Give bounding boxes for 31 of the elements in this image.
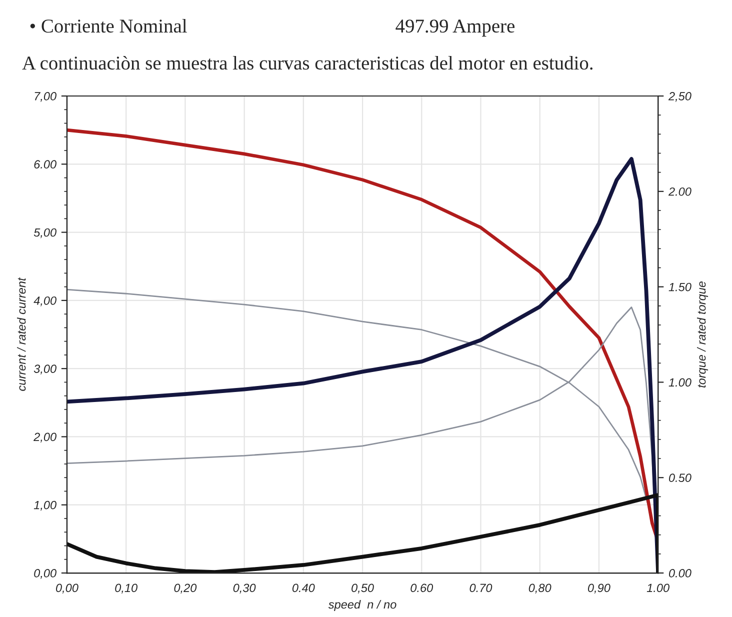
y2-axis-title: torque / rated torque: [697, 281, 708, 388]
y-axis-title: current / rated current: [17, 277, 26, 391]
x-tick-label: 1.00: [646, 584, 670, 592]
y2-tick-label: 2,50: [668, 92, 692, 102]
y-tick-label: 0,00: [34, 569, 56, 579]
y-tick-label: 6.00: [34, 160, 56, 169]
y2-tick-label: 1.00: [668, 378, 692, 387]
text: A continuaciòn se muestra las curvas caracteristicas del motor en estudio.: [22, 56, 592, 70]
y2-tick-label: 0.00: [668, 569, 692, 578]
x-tick-label: 0,10: [115, 584, 138, 594]
y-tick-label: 1,00: [34, 500, 56, 511]
y2-tick-label: 0.50: [668, 474, 692, 482]
text: 497.99 Ampere: [396, 20, 514, 37]
y-tick-label: 5,00: [34, 228, 56, 238]
y2-tick-label: 1.50: [668, 282, 692, 292]
y-tick-label: 4,00: [34, 296, 56, 306]
y-tick-label: 7,00: [34, 92, 56, 102]
y-tick-label: 3,00: [34, 364, 56, 374]
x-tick-label: 0.70: [470, 584, 492, 592]
x-axis-title: speed n / no: [328, 600, 396, 611]
y-tick-label: 2,00: [34, 432, 56, 443]
x-tick-label: 0.40: [292, 584, 315, 592]
text: • Corriente Nominal: [30, 18, 187, 33]
x-tick-label: 0,20: [174, 584, 197, 594]
x-tick-label: 0,00: [56, 584, 78, 594]
x-tick-label: 0.60: [410, 584, 434, 592]
x-tick-label: 0,90: [588, 584, 610, 594]
y2-tick-label: 2.00: [668, 187, 692, 196]
x-tick-label: 0,80: [528, 584, 552, 594]
x-tick-label: 0,30: [233, 584, 256, 594]
x-tick-label: 0,50: [352, 584, 374, 594]
